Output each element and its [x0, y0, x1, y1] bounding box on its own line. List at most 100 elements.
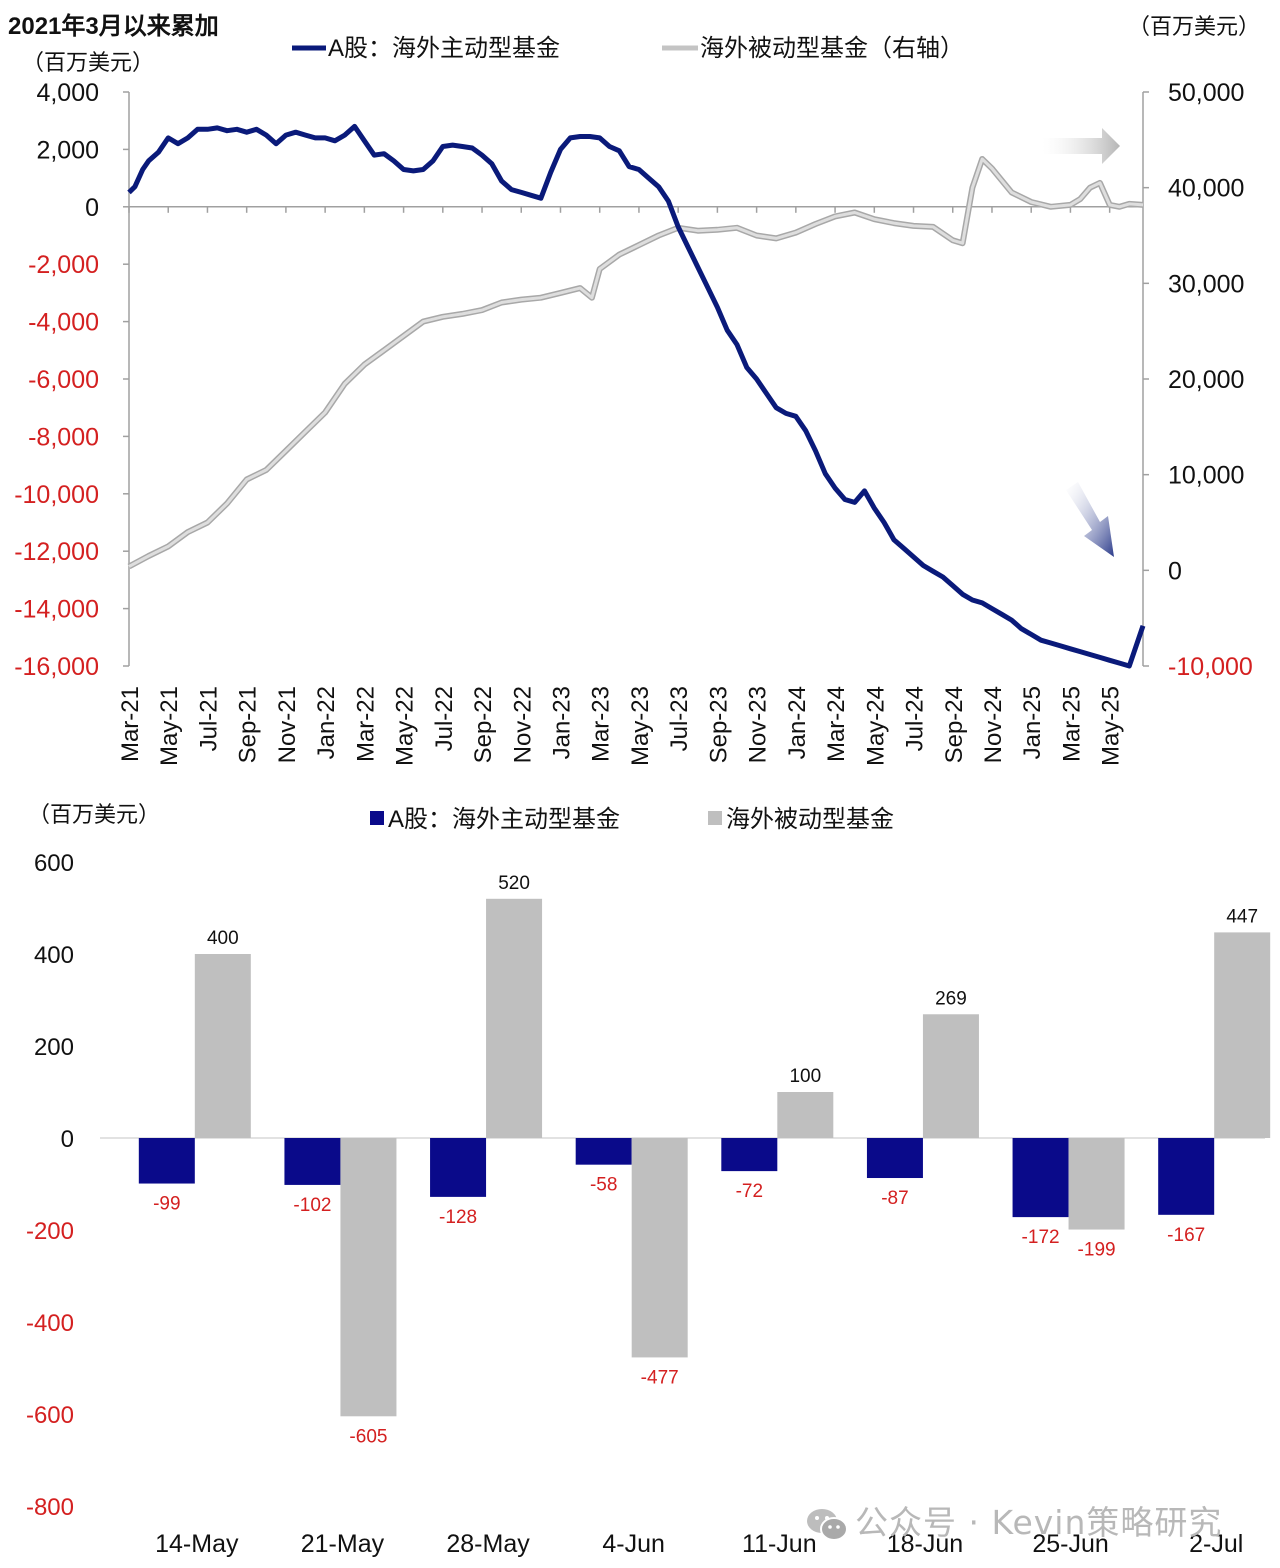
- bar-y-tick-label: 200: [34, 1034, 74, 1061]
- passive-fund-bar: [631, 1138, 688, 1358]
- passive-fund-bar: [777, 1092, 834, 1138]
- passive-fund-line: [128, 157, 1144, 568]
- passive-fund-bar: [340, 1138, 397, 1417]
- active-fund-bar-label: -167: [1167, 1225, 1205, 1246]
- x-axis-tick-label: May-21: [156, 686, 183, 766]
- bar-y-tick-label: 400: [34, 942, 74, 969]
- left-axis-unit: （百万美元）: [22, 50, 154, 75]
- x-axis-tick-label: Jul-21: [195, 686, 222, 751]
- passive-fund-bar: [922, 1014, 979, 1138]
- right-axis-tick-label: -10,000: [1168, 653, 1253, 681]
- left-axis-tick-label: -14,000: [14, 596, 99, 624]
- legend: A股：海外主动型基金 海外被动型基金（右轴）: [292, 35, 964, 62]
- wechat-icon: [807, 1508, 848, 1541]
- bar-y-tick-label: -600: [26, 1402, 74, 1429]
- x-axis-tick-label: Mar-21: [117, 686, 144, 762]
- passive-fund-bar: [486, 898, 543, 1138]
- watermark-text: 公众号 · Kevin策略研究: [855, 1503, 1223, 1542]
- bar-x-tick-label: 11-Jun: [742, 1530, 817, 1558]
- x-axis-tick-label: Jul-24: [902, 686, 929, 751]
- active-fund-bar-label: -172: [1022, 1227, 1060, 1248]
- active-fund-bar: [284, 1138, 341, 1185]
- active-fund-bar-label: -102: [293, 1195, 331, 1216]
- series-lines: [127, 123, 1146, 669]
- left-axis-tick-label: -10,000: [14, 481, 99, 509]
- bar-x-tick-label: 21-May: [301, 1530, 385, 1558]
- active-fund-line: [127, 123, 1146, 669]
- right-axis-tick-label: 0: [1168, 557, 1182, 585]
- active-fund-bar-label: -99: [153, 1194, 180, 1215]
- x-axis-tick-label: Jan-23: [548, 686, 575, 759]
- active-fund-bar: [721, 1138, 778, 1172]
- x-axis-tick-label: Nov-21: [274, 686, 301, 763]
- x-axis-tick-label: Mar-24: [823, 686, 850, 762]
- left-axis-tick-label: -2,000: [28, 251, 99, 279]
- x-axis-tick-label: Mar-23: [588, 686, 615, 762]
- x-axis-tick-label: Jul-23: [666, 686, 693, 751]
- axes: 4,000 2,000 0 -2,000 -4,000 -6,000 -8,000 -10,0…: [14, 79, 1253, 766]
- legend-label-active: A股：海外主动型基金: [388, 806, 620, 833]
- left-axis-tick-label: -12,000: [14, 538, 99, 566]
- x-axis-tick-label: Nov-24: [980, 686, 1007, 763]
- x-axis-tick-label: Mar-22: [352, 686, 379, 762]
- x-axis-tick-label: May-22: [392, 686, 419, 766]
- x-axis-tick-label: Jan-24: [784, 686, 811, 759]
- passive-fund-bar: [194, 954, 251, 1138]
- x-axis-tick-label: Sep-24: [941, 686, 968, 763]
- down-arrow-icon: [1066, 482, 1114, 557]
- left-axis-tick-label: -8,000: [28, 423, 99, 451]
- active-fund-bar-label: -72: [736, 1181, 763, 1202]
- passive-fund-bar-label: 447: [1226, 906, 1258, 927]
- right-axis-tick-label: 40,000: [1168, 175, 1244, 203]
- weekly-flow-bar-chart: （百万美元） A股：海外主动型基金 海外被动型基金 600 400 200 0 -200…: [26, 802, 1271, 1558]
- legend-label-passive: 海外被动型基金（右轴）: [700, 35, 964, 62]
- bar-x-tick-label: 4-Jun: [602, 1530, 665, 1558]
- x-axis-tick-label: Sep-23: [705, 686, 732, 763]
- active-fund-bar: [1012, 1138, 1069, 1218]
- passive-fund-line-outline: [127, 156, 1144, 570]
- x-axis-tick-label: May-25: [1098, 686, 1125, 766]
- x-axis-tick-label: Sep-21: [235, 686, 262, 763]
- chart-title: 2021年3月以来累加: [8, 12, 219, 40]
- passive-fund-bar: [1068, 1138, 1125, 1230]
- left-axis-tick-label: 0: [85, 194, 99, 222]
- bar-y-tick-label: 0: [61, 1126, 74, 1153]
- x-axis-tick-label: Jan-25: [1019, 686, 1046, 759]
- bar-y-tick-label: -400: [26, 1310, 74, 1337]
- left-axis-tick-label: -4,000: [28, 309, 99, 337]
- bar-x-tick-label: 25-Jun: [1032, 1530, 1108, 1558]
- right-arrow-icon: [1042, 128, 1120, 164]
- x-axis-tick-label: May-24: [862, 686, 889, 766]
- bar-x-tick-label: 14-May: [155, 1530, 239, 1558]
- x-axis-tick-label: May-23: [627, 686, 654, 766]
- right-axis-tick-label: 30,000: [1168, 270, 1244, 298]
- passive-fund-bar-label: 400: [207, 928, 239, 949]
- bar-legend: A股：海外主动型基金 海外被动型基金: [370, 806, 894, 833]
- active-fund-bar: [866, 1138, 923, 1179]
- cumulative-flow-line-chart: 2021年3月以来累加 （百万美元） （百万美元） A股：海外主动型基金 海外被…: [8, 12, 1260, 766]
- passive-fund-bar-label: -199: [1078, 1240, 1116, 1261]
- passive-fund-bar-label: -477: [641, 1367, 679, 1388]
- legend-swatch-active: [370, 811, 384, 825]
- passive-fund-bar-label: 100: [789, 1066, 821, 1087]
- bar-axes: 600 400 200 0 -200 -400 -600 -800 14-May 21-May 28…: [26, 850, 1265, 1558]
- bar-x-tick-label: 2-Jul: [1189, 1530, 1243, 1558]
- passive-fund-bar-label: 269: [935, 988, 967, 1009]
- left-axis-tick-label: 2,000: [36, 136, 99, 164]
- passive-fund-bar-label: -605: [349, 1426, 387, 1447]
- active-fund-bar: [138, 1138, 195, 1184]
- active-fund-bar-label: -87: [881, 1188, 908, 1209]
- passive-fund-bar-label: 520: [498, 873, 530, 894]
- x-axis-tick-label: Jul-22: [431, 686, 458, 751]
- right-axis-tick-label: 20,000: [1168, 366, 1244, 394]
- left-axis-tick-label: -6,000: [28, 366, 99, 394]
- right-axis-tick-label: 10,000: [1168, 462, 1244, 490]
- x-axis-tick-label: Jan-22: [313, 686, 340, 759]
- x-axis-tick-label: Mar-25: [1058, 686, 1085, 762]
- passive-fund-bar: [1214, 932, 1271, 1138]
- legend-swatch-passive: [708, 811, 722, 825]
- x-axis-tick-label: Sep-22: [470, 686, 497, 763]
- active-fund-bar: [1158, 1138, 1215, 1215]
- legend-label-active: A股：海外主动型基金: [328, 35, 560, 62]
- active-fund-bar-label: -128: [439, 1207, 477, 1228]
